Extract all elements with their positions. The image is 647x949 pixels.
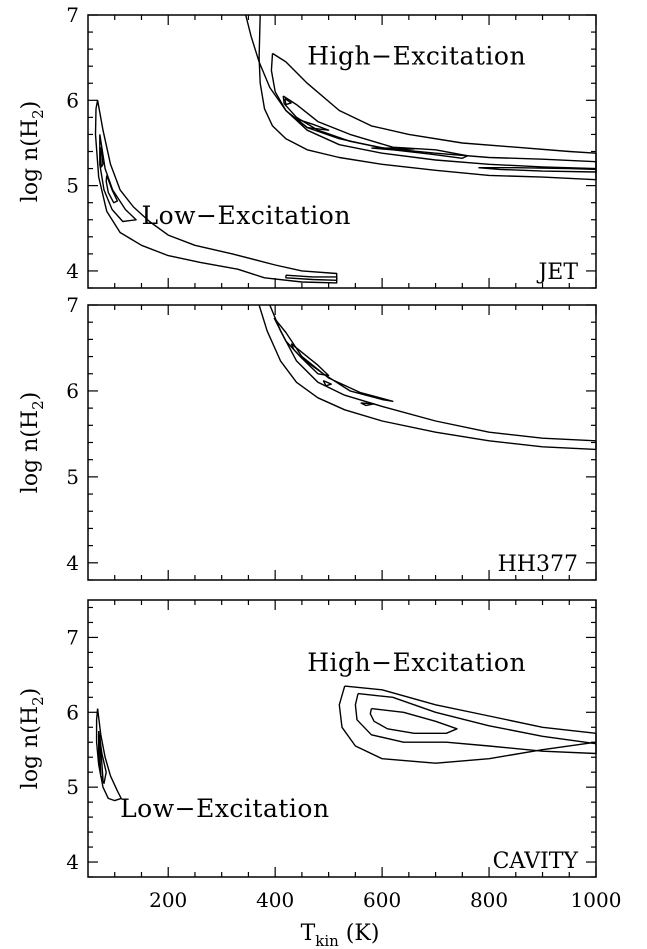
y-tick-label: 5 (66, 775, 79, 799)
contour-inner-high-4 (371, 147, 415, 151)
y-axis-title: log n(H2) (18, 688, 47, 789)
high-excitation-label: High−Excitation (307, 41, 526, 70)
y-tick-label: 7 (66, 625, 79, 649)
panel-label: HH377 (498, 552, 578, 577)
contour-inner-2 (322, 379, 332, 387)
contour-mid (273, 317, 394, 402)
contour-inner-low (99, 734, 104, 781)
y-tick-label: 4 (66, 259, 79, 283)
y-tick-label: 7 (66, 3, 79, 27)
x-axis-title: Tkin (K) (301, 921, 380, 949)
contour-mid-high (354, 692, 597, 755)
y-tick-label: 7 (66, 293, 79, 317)
contour-outer-low (95, 708, 122, 802)
contour-inner-high (369, 707, 458, 734)
contour-outer-low (94, 100, 338, 284)
panel-hh377: 4 5 6 7 log n(H2) HH377 (18, 293, 597, 581)
panel-cavity: 4 5 6 7 200 400 600 800 1000 log n(H2) CAVITY High−… (18, 599, 622, 912)
contour-mid-high (270, 52, 597, 170)
y-tick-label: 6 (66, 379, 79, 403)
contour-inner-high-5 (478, 167, 597, 173)
x-tick-label: 200 (149, 888, 187, 912)
contour-inner-1 (290, 343, 330, 377)
panel-jet: 4 5 6 7 log n(H2) JET High−Excitation Low−Excit… (18, 3, 597, 289)
contour-inner-low-3 (285, 274, 338, 281)
low-excitation-label: Low−Excitation (120, 794, 330, 823)
plot-frame (87, 304, 597, 581)
y-tick-label: 5 (66, 174, 79, 198)
panel-label: JET (536, 260, 578, 285)
contour-outer (258, 304, 597, 451)
contour-inner-high-2 (284, 98, 292, 106)
x-axis-title-unit: (K) (339, 921, 380, 946)
y-tick-label: 6 (66, 700, 79, 724)
contour-inner-low-1 (105, 175, 119, 204)
contour-outer-high (245, 14, 597, 181)
contour-inner-low-2 (99, 147, 104, 168)
contour-mid-low (98, 730, 107, 785)
x-tick-label: 600 (363, 888, 401, 912)
x-tick-label: 400 (256, 888, 294, 912)
contour-outer-high (338, 685, 597, 764)
x-tick-label: 1000 (571, 888, 622, 912)
contour-inner-high-3 (296, 118, 330, 131)
panel-label: CAVITY (493, 849, 579, 874)
y-axis-title: log n(H2) (18, 392, 47, 493)
plot-frame (87, 599, 597, 878)
contour-mid-low (99, 134, 137, 223)
contour-inner-3 (360, 402, 375, 407)
y-axis-title: log n(H2) (18, 101, 47, 202)
y-tick-label: 4 (66, 551, 79, 575)
y-tick-label: 5 (66, 465, 79, 489)
x-axis-title-subscript: kin (315, 932, 339, 949)
y-tick-label: 6 (66, 88, 79, 112)
low-excitation-label: Low−Excitation (141, 201, 351, 230)
x-tick-label: 800 (470, 888, 508, 912)
y-tick-label: 4 (66, 850, 79, 874)
high-excitation-label: High−Excitation (307, 648, 526, 677)
